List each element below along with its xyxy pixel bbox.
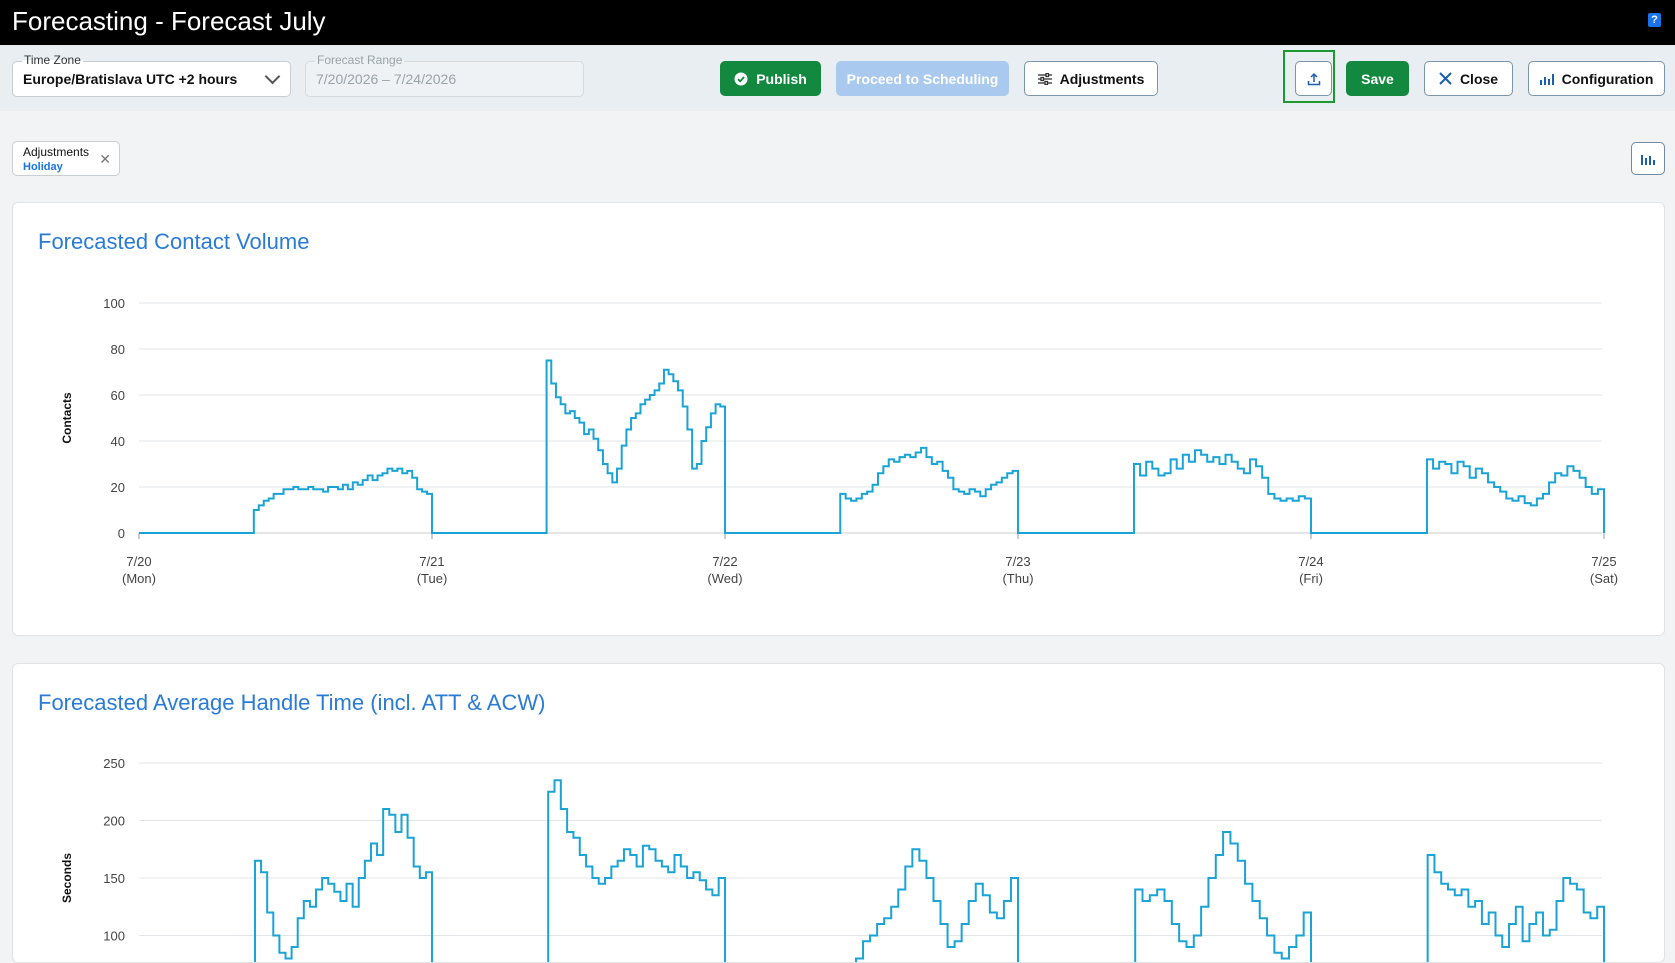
x-tick-label: 7/22 — [712, 554, 737, 569]
x-tick-weekday: (Tue) — [417, 571, 448, 586]
forecast-series-line — [139, 359, 1605, 534]
x-tick-label: 7/25 — [1591, 554, 1616, 569]
publish-button[interactable]: Publish — [720, 61, 821, 96]
export-button[interactable] — [1295, 61, 1332, 96]
bar-chart-icon — [1641, 155, 1655, 165]
contact-volume-card: Forecasted Contact Volume 0 20 40 60 80 100 Co… — [12, 202, 1665, 636]
sliders-icon — [1037, 72, 1052, 85]
help-icon[interactable]: ? — [1648, 13, 1661, 27]
bar-chart-icon — [1539, 73, 1554, 85]
x-tick-label: 7/20 — [126, 554, 151, 569]
y-tick-label: 20 — [111, 480, 125, 495]
forecast-series-line — [253, 779, 1605, 962]
configuration-button[interactable]: Configuration — [1528, 61, 1665, 96]
chip-title: Adjustments — [23, 145, 90, 159]
chart-view-toggle[interactable] — [1631, 142, 1665, 175]
forecast-range-value: 7/20/2026 – 7/24/2026 — [316, 71, 457, 87]
save-label: Save — [1361, 70, 1394, 87]
x-tick-label: 7/24 — [1298, 554, 1323, 569]
timezone-label: Time Zone — [22, 53, 83, 67]
x-tick-weekday: (Mon) — [122, 571, 156, 586]
x-tick-weekday: (Fri) — [1299, 571, 1323, 586]
adjustments-label: Adjustments — [1059, 70, 1145, 87]
handle-time-card: Forecasted Average Handle Time (incl. AT… — [12, 663, 1665, 963]
x-tick-weekday: (Sat) — [1590, 571, 1618, 586]
timezone-value: Europe/Bratislava UTC +2 hours — [23, 71, 238, 87]
page-title: Forecasting - Forecast July — [12, 6, 326, 36]
app-titlebar: Forecasting - Forecast July ? — [0, 0, 1675, 45]
handle-time-chart: 100 150 200 250 Seconds — [60, 756, 1605, 962]
save-button[interactable]: Save — [1346, 61, 1409, 96]
proceed-label: Proceed to Scheduling — [846, 70, 999, 87]
y-axis-label: Seconds — [60, 853, 74, 903]
x-tick-weekday: (Wed) — [707, 571, 742, 586]
adjustments-filter-chip[interactable]: Adjustments Holiday ✕ — [12, 141, 120, 176]
timezone-select[interactable]: Time Zone Europe/Bratislava UTC +2 hours — [12, 53, 291, 97]
x-tick-label: 7/21 — [419, 554, 444, 569]
close-label: Close — [1459, 70, 1499, 87]
y-tick-label: 250 — [103, 756, 125, 771]
x-tick-label: 7/23 — [1005, 554, 1030, 569]
close-button[interactable]: Close — [1424, 61, 1513, 96]
check-circle-icon — [734, 72, 748, 85]
chevron-down-icon — [264, 68, 281, 85]
y-axis-label: Contacts — [60, 392, 74, 444]
export-button-focus-ring — [1283, 50, 1335, 103]
chip-value: Holiday — [23, 161, 63, 173]
upload-icon — [1307, 72, 1320, 85]
y-tick-label: 0 — [118, 526, 125, 541]
chart-title: Forecasted Contact Volume — [38, 229, 310, 254]
configuration-label: Configuration — [1561, 70, 1654, 87]
forecast-range-label: Forecast Range — [315, 53, 405, 67]
y-tick-label: 80 — [111, 342, 125, 357]
y-tick-label: 60 — [111, 388, 125, 403]
forecast-range-field: Forecast Range 7/20/2026 – 7/24/2026 — [305, 53, 584, 97]
x-tick-weekday: (Thu) — [1002, 571, 1033, 586]
y-tick-label: 40 — [111, 434, 125, 449]
publish-label: Publish — [756, 70, 807, 87]
chip-remove-icon[interactable]: ✕ — [99, 151, 111, 167]
proceed-to-scheduling-button[interactable]: Proceed to Scheduling — [836, 61, 1009, 96]
y-tick-label: 200 — [103, 814, 125, 829]
toolbar: Time Zone Europe/Bratislava UTC +2 hours… — [0, 45, 1675, 111]
y-tick-label: 150 — [103, 871, 125, 886]
y-tick-label: 100 — [103, 296, 125, 311]
y-tick-label: 100 — [103, 929, 125, 944]
chart-title: Forecasted Average Handle Time (incl. AT… — [38, 690, 546, 715]
adjustments-button[interactable]: Adjustments — [1024, 61, 1158, 96]
close-icon — [1439, 72, 1452, 85]
contact-volume-chart: 0 20 40 60 80 100 Contacts 7/20 (Mon) 7/21 (Tue) 7/… — [60, 296, 1618, 586]
